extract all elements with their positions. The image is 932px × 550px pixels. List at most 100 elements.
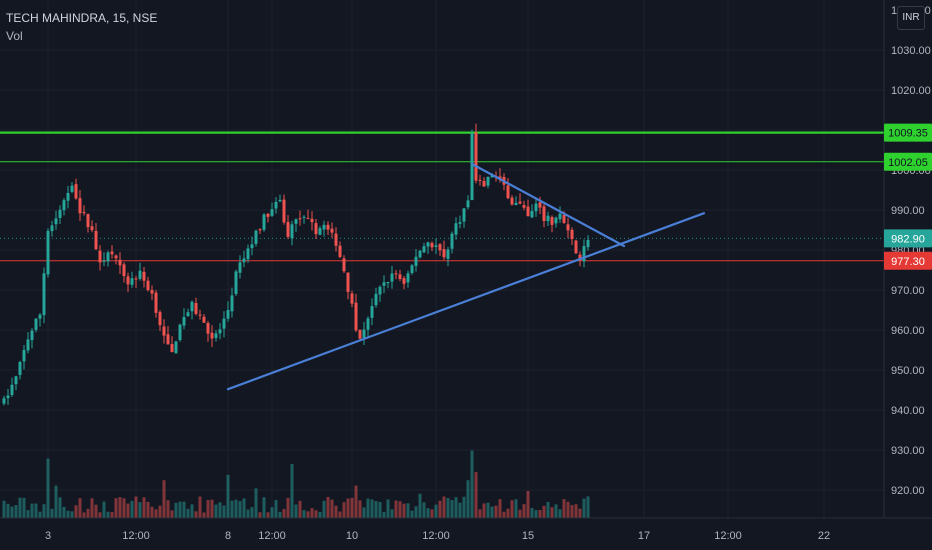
- candle-body: [206, 323, 210, 334]
- candle-body: [458, 222, 462, 224]
- time-tick-label: 22: [818, 530, 830, 542]
- volume-bar: [130, 500, 134, 518]
- volume-bar: [522, 504, 526, 518]
- volume-bar: [274, 500, 278, 518]
- candle-body: [230, 295, 234, 312]
- volume-bar: [338, 511, 342, 518]
- candle-body: [422, 246, 426, 253]
- candle-body: [34, 318, 38, 330]
- candle-body: [110, 251, 114, 255]
- volume-bar: [42, 504, 46, 518]
- time-axis[interactable]: 3 12:00 8 12:00 10 12:00 15 17 12:00 22: [45, 530, 830, 542]
- price-tick-label: 920.00: [891, 485, 925, 497]
- volume-bar: [114, 498, 118, 518]
- volume-bar: [426, 508, 430, 518]
- last-price-tag-label: 982.90: [891, 233, 925, 245]
- volume-bar: [330, 499, 334, 518]
- volume-bar: [478, 509, 482, 518]
- volume-bar: [374, 501, 378, 518]
- candle-body: [238, 262, 242, 273]
- volume-bar: [242, 498, 246, 518]
- volume-bar: [346, 498, 350, 518]
- candle-body: [430, 243, 434, 248]
- volume-bar: [98, 512, 102, 518]
- volume-bar: [366, 498, 370, 518]
- volume-bar: [326, 496, 330, 518]
- volume-bar: [342, 502, 346, 518]
- candle-body: [2, 398, 6, 404]
- candle-body: [294, 219, 298, 224]
- candle-body: [318, 228, 322, 235]
- volume-bar: [74, 505, 78, 518]
- volume-bar: [558, 509, 562, 518]
- candle-body: [70, 185, 74, 192]
- candle-body: [522, 205, 526, 208]
- volume-bar: [442, 496, 446, 518]
- candle-body: [38, 314, 42, 319]
- price-tag-label: 1009.35: [888, 128, 928, 140]
- candle-body: [278, 199, 282, 202]
- volume-indicator-label[interactable]: Vol: [6, 29, 23, 43]
- candle-body: [554, 217, 558, 224]
- candle-body: [54, 218, 58, 225]
- volume-bar: [526, 491, 530, 518]
- trendline-2[interactable]: [470, 162, 626, 248]
- volume-bar: [306, 511, 310, 518]
- price-axis-tags: 1009.35 1002.05 977.30 982.90: [884, 123, 932, 270]
- trendline-1[interactable]: [226, 212, 706, 391]
- volume-bar: [438, 500, 442, 518]
- symbol-title[interactable]: TECH MAHINDRA, 15, NSE: [6, 11, 158, 25]
- candle-body: [438, 244, 442, 251]
- volume-bar: [402, 503, 406, 518]
- time-tick-label: 17: [638, 530, 650, 542]
- price-tick-label: 990.00: [891, 205, 925, 217]
- price-tag-box: [884, 251, 932, 270]
- volume-bar: [490, 506, 494, 518]
- volume-bar: [206, 500, 210, 518]
- price-tick-label: 940.00: [891, 405, 925, 417]
- candle-body: [66, 192, 70, 201]
- candle-body: [282, 199, 286, 223]
- volume-bar: [586, 496, 590, 518]
- volume-bar: [118, 497, 122, 518]
- volume-bar: [218, 502, 222, 518]
- candle-body: [538, 202, 542, 208]
- volume-bar: [178, 501, 182, 518]
- volume-bar: [46, 458, 50, 518]
- candle-body: [354, 302, 358, 331]
- candle-body: [302, 216, 306, 218]
- volume-bar: [90, 498, 94, 518]
- volume-bar: [538, 510, 542, 518]
- candle-body: [78, 198, 82, 214]
- candle-body: [162, 326, 166, 336]
- volume-bar: [258, 512, 262, 518]
- candle-body: [410, 265, 414, 273]
- volume-bar: [506, 508, 510, 518]
- candle-body: [94, 230, 98, 250]
- candle-body: [14, 376, 18, 385]
- trendlines[interactable]: [226, 162, 706, 391]
- candle-body: [402, 278, 406, 284]
- volume-bar: [230, 500, 234, 518]
- candle-body: [334, 233, 338, 246]
- candle-body: [582, 246, 586, 262]
- volume-bar: [198, 496, 202, 518]
- volume-bar: [510, 500, 514, 518]
- candle-body: [198, 314, 202, 316]
- candle-body: [286, 222, 290, 237]
- candle-body: [358, 329, 362, 339]
- horizontal-price-lines[interactable]: [0, 131, 884, 262]
- candle-body: [386, 282, 390, 284]
- currency-badge[interactable]: INR: [897, 6, 925, 30]
- time-tick-label: 12:00: [714, 530, 742, 542]
- price-tick-label: 950.00: [891, 365, 925, 377]
- candle-body: [150, 290, 154, 294]
- volume-bar: [246, 509, 250, 518]
- candle-body: [46, 230, 50, 275]
- price-tag-box: [884, 123, 932, 142]
- volume-bar: [250, 507, 254, 518]
- volume-bar: [290, 464, 294, 518]
- volume-bar: [174, 502, 178, 518]
